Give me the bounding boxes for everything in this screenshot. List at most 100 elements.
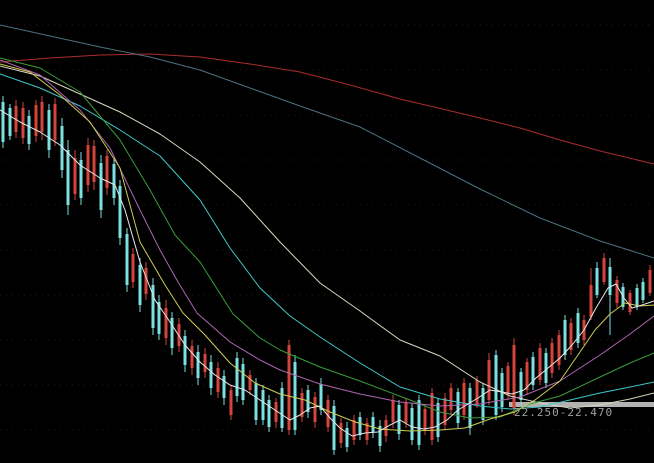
candle-body [53, 104, 57, 140]
candle-body [144, 268, 148, 294]
candle-body [293, 362, 297, 430]
candle-body [138, 265, 142, 305]
candle-body [319, 384, 323, 410]
candle-body [628, 293, 632, 312]
candle-body [79, 160, 83, 198]
gap-highlight-bar [509, 402, 654, 407]
candle-body [487, 360, 491, 400]
candle-body [131, 254, 135, 282]
candle-body [365, 423, 369, 440]
candle-body [73, 158, 77, 194]
ma-green-line [0, 57, 654, 419]
candle-body [397, 405, 401, 434]
candle-body [300, 393, 304, 417]
candle-body [481, 388, 485, 420]
candle-body [287, 345, 291, 430]
candle-body [531, 357, 535, 385]
candle-body [576, 313, 580, 343]
candle-body [345, 428, 349, 447]
candle-body [326, 400, 330, 427]
candle-body [602, 258, 606, 282]
candle-body [595, 268, 599, 295]
candle-body [151, 285, 155, 328]
candle-body [449, 388, 453, 410]
ma-slow-red-line [0, 53, 654, 165]
candle-body [417, 400, 421, 445]
candle-body [468, 388, 472, 428]
candle-body [105, 156, 109, 188]
candle-body [512, 345, 516, 408]
candle-body [203, 354, 207, 372]
candle-body [118, 186, 122, 238]
candle-body [615, 280, 619, 303]
candle-body [494, 355, 498, 415]
candle-body [519, 372, 523, 400]
candle-body [222, 376, 226, 398]
candle-body [99, 163, 103, 210]
candle-body [506, 366, 510, 395]
candle-body [60, 126, 64, 170]
gap-range-label: 22.250-22.470 [514, 406, 614, 419]
candle-body [274, 402, 278, 422]
candle-body [209, 362, 213, 388]
ma-yellow-line [0, 63, 654, 432]
candle-body [125, 234, 129, 285]
candle-body [40, 102, 44, 132]
candle-body [339, 423, 343, 443]
ma-cream-line [0, 65, 654, 409]
candle-body [436, 403, 440, 437]
candle-body [8, 108, 12, 136]
candle-body [569, 323, 573, 350]
candle-body [384, 420, 388, 436]
candle-body [241, 364, 245, 400]
candle-body [216, 368, 220, 392]
candle-body [86, 145, 90, 185]
candle-body [475, 380, 479, 404]
candle-body [170, 318, 174, 348]
candle-body [538, 348, 542, 380]
ma-fast-white-line [0, 109, 654, 437]
candle-body [164, 308, 168, 338]
candle-body [112, 164, 116, 198]
candle-body [410, 408, 414, 440]
candle-body [14, 106, 18, 132]
candle-body [544, 353, 548, 383]
candle-body [254, 383, 258, 420]
candle-body [648, 270, 652, 293]
candle-body [550, 343, 554, 373]
candle-body [157, 302, 161, 334]
candle-body [92, 146, 96, 182]
candle-body [190, 346, 194, 368]
candle-body [608, 267, 612, 295]
candle-body [66, 150, 70, 205]
candle-body [430, 393, 434, 440]
candle-body [456, 392, 460, 423]
ma-cyan-line [0, 73, 654, 410]
candle-body [34, 105, 38, 136]
candle-body [423, 409, 427, 430]
candle-body [332, 406, 336, 450]
candle-body [391, 400, 395, 422]
candle-body [563, 320, 567, 355]
candle-body [47, 110, 51, 150]
candle-body [235, 358, 239, 396]
ma-magenta-line [0, 59, 654, 407]
candle-body [378, 426, 382, 446]
candle-body [280, 388, 284, 428]
candle-body [589, 285, 593, 317]
candle-body [196, 352, 200, 378]
candle-body [358, 417, 362, 435]
candle-body [313, 397, 317, 422]
candle-body [183, 336, 187, 365]
candle-body [352, 420, 356, 440]
candle-body [443, 398, 447, 425]
candle-body [371, 417, 375, 432]
candle-body [557, 335, 561, 365]
candle-body [525, 362, 529, 390]
candle-body [261, 390, 265, 420]
candle-body [500, 373, 504, 407]
candle-body [229, 390, 233, 415]
candle-body [641, 282, 645, 300]
